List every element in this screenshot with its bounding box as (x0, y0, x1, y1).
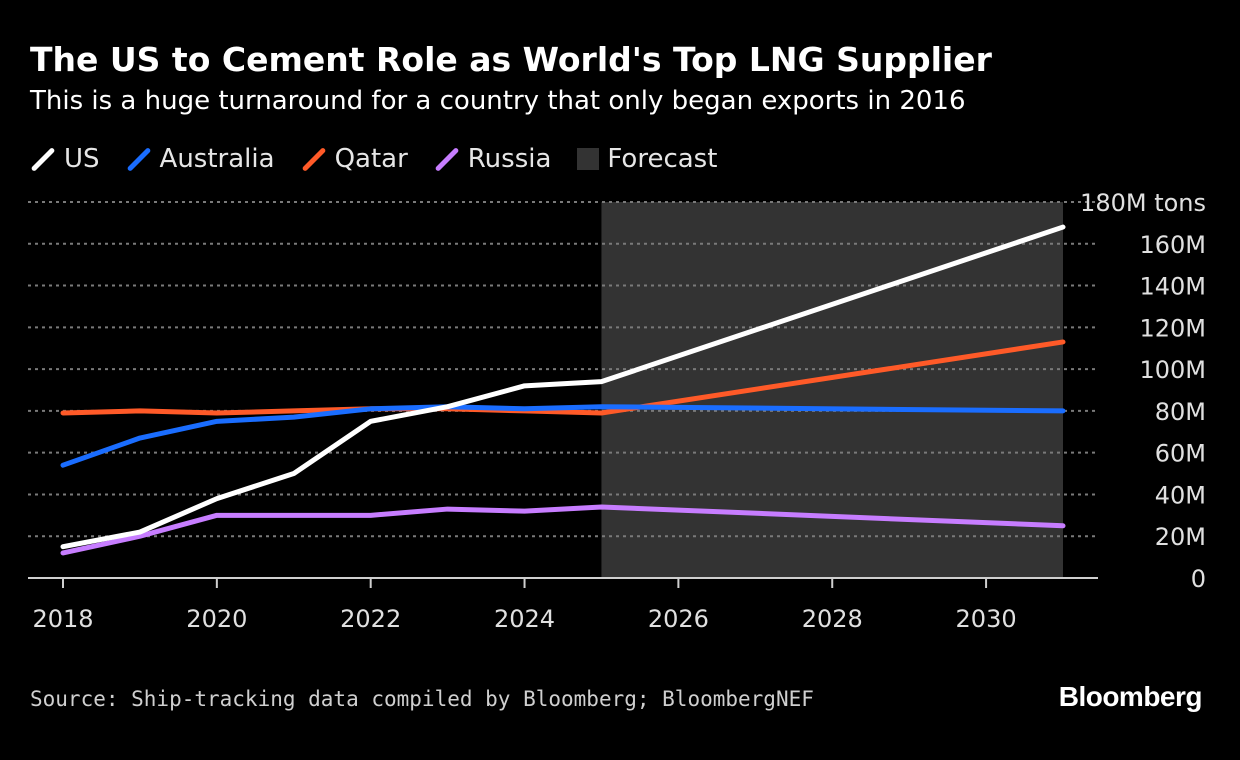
x-tick-label: 2020 (186, 605, 247, 633)
legend-label-qatar: Qatar (334, 144, 408, 174)
x-tick-label: 2028 (802, 605, 863, 633)
legend-label-australia: Australia (159, 144, 275, 174)
y-tick-label: 0 (1191, 565, 1206, 593)
legend-item-us: US (30, 144, 100, 174)
y-tick-label: 60M (1155, 440, 1206, 468)
legend-label-russia: Russia (467, 144, 552, 174)
legend-label-us: US (64, 144, 100, 174)
legend-item-australia: Australia (126, 144, 275, 174)
legend-item-russia: Russia (434, 144, 552, 174)
y-tick-label: 100M (1139, 356, 1206, 384)
chart-title: The US to Cement Role as World's Top LNG… (30, 40, 992, 79)
x-tick-label: 2030 (956, 605, 1017, 633)
y-tick-label: 180M tons (1080, 189, 1206, 217)
y-tick-label: 40M (1155, 481, 1206, 509)
y-tick-label: 20M (1155, 523, 1206, 551)
x-tick-label: 2026 (648, 605, 709, 633)
chart-subtitle: This is a huge turnaround for a country … (30, 86, 966, 116)
legend-item-qatar: Qatar (301, 144, 408, 174)
x-tick-label: 2024 (494, 605, 555, 633)
legend: US Australia Qatar Russia Forecast (30, 142, 743, 176)
series-line-australia (60, 404, 1066, 468)
series-line-russia (60, 504, 1066, 556)
legend-item-forecast: Forecast (577, 144, 717, 174)
x-tick-label: 2022 (340, 605, 401, 633)
y-tick-label: 120M (1139, 314, 1206, 342)
series-line-us (60, 224, 1066, 550)
legend-label-forecast: Forecast (607, 144, 718, 174)
y-tick-label: 140M (1139, 273, 1206, 301)
source-note: Source: Ship-tracking data compiled by B… (30, 687, 814, 711)
y-tick-label: 80M (1155, 398, 1206, 426)
legend-swatch-forecast (577, 148, 600, 170)
x-tick-label: 2018 (32, 605, 93, 633)
bloomberg-logo: Bloomberg (1058, 681, 1203, 712)
y-tick-label: 160M (1139, 231, 1206, 259)
